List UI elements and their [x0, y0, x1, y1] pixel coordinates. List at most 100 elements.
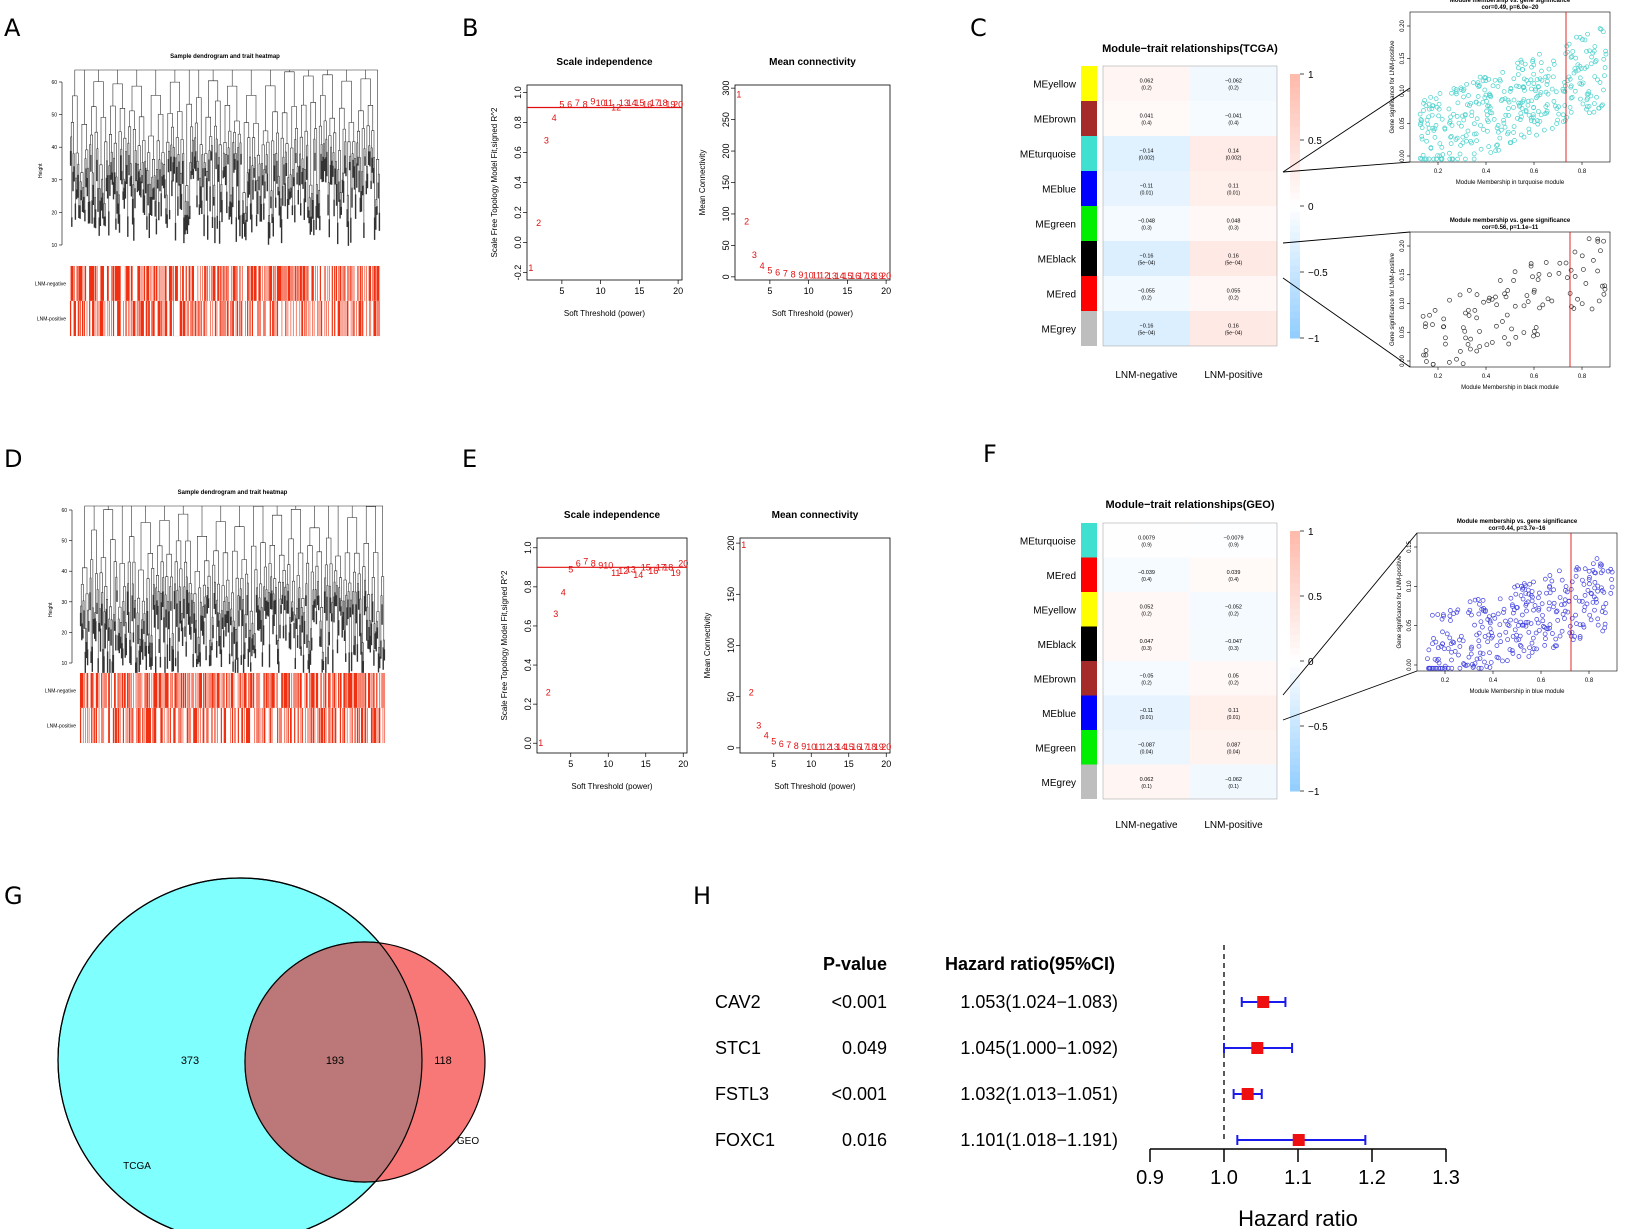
dendrogram-ytick-label: 50	[61, 539, 67, 545]
scatter-point	[1494, 125, 1500, 131]
scatter-point	[1572, 634, 1577, 639]
scatter-point	[1537, 118, 1543, 124]
scatter-point	[1431, 665, 1436, 671]
cell-pvalue: (0.2)	[1228, 86, 1239, 92]
dendrogram-ytick-label: 60	[61, 508, 67, 514]
scatter-point	[1488, 635, 1494, 641]
data-point-label: 5	[559, 100, 564, 110]
scatter-point	[1581, 267, 1586, 272]
scatter-point	[1492, 615, 1498, 621]
plot-frame	[739, 537, 891, 754]
y-tick-label: 0.0	[513, 236, 523, 249]
cell-correlation: −0.047	[1225, 639, 1242, 645]
scatter-xtick-label: 0.2	[1434, 169, 1443, 175]
x-tick-label: 20	[673, 286, 683, 296]
colorbar-step	[1290, 298, 1300, 306]
heatmap-frame	[1102, 65, 1278, 347]
scatter-point	[1526, 126, 1532, 132]
scatter-point	[1554, 106, 1560, 111]
data-point-label: 9	[598, 560, 603, 570]
scatter-point	[1422, 98, 1428, 103]
data-point-label: 8	[591, 558, 596, 568]
module-label: MEturquoise	[1020, 150, 1077, 161]
data-point-label: 1	[741, 540, 746, 550]
scatter-point	[1474, 656, 1480, 662]
scatter-frame	[1409, 231, 1611, 368]
scatter-point	[1458, 143, 1463, 148]
scatter-point	[1530, 635, 1536, 641]
scatter-point	[1525, 98, 1531, 104]
scatter-xtick-label: 0.8	[1585, 678, 1594, 684]
cell-pvalue: (0.2)	[1228, 296, 1239, 302]
scatter-point	[1511, 278, 1516, 283]
colorbar-step	[1290, 583, 1300, 590]
y-tick-label: 0.0	[523, 737, 533, 750]
scatter-point	[1571, 70, 1577, 76]
panel-letter-f: F	[983, 440, 997, 468]
scatter-point	[1495, 84, 1501, 89]
scatter-point	[1551, 587, 1556, 593]
scatter-ytick-label: 0.10	[1400, 297, 1406, 309]
heatmap-cell	[1103, 276, 1190, 311]
scatter-point	[1569, 304, 1574, 310]
heatmap-cell	[1190, 276, 1277, 311]
scatter-point	[1528, 118, 1534, 123]
scatter-point	[1547, 272, 1552, 278]
scatter-point	[1471, 156, 1477, 162]
module-color-swatch	[1081, 276, 1097, 311]
colorbar-step	[1290, 199, 1300, 207]
scatter-point	[1515, 65, 1521, 71]
scatter-point	[1430, 103, 1436, 109]
colorbar-step	[1290, 713, 1300, 720]
cell-correlation: −0.11	[1140, 708, 1154, 714]
cell-pvalue: (0.3)	[1141, 226, 1152, 232]
trait-bars	[70, 266, 380, 301]
data-point-label: 10	[804, 270, 814, 280]
data-point-label: 7	[575, 98, 580, 108]
scatter-point	[1497, 632, 1502, 638]
module-color-swatch	[1081, 523, 1097, 558]
scatter-point	[1526, 629, 1532, 635]
heatmap-cell	[1103, 592, 1190, 627]
scatter-point	[1529, 650, 1535, 655]
scatter-point	[1599, 103, 1604, 109]
scatter-point	[1535, 118, 1540, 123]
data-point-label: 20	[673, 100, 683, 110]
scatter-point	[1477, 329, 1482, 334]
scatter-point	[1478, 619, 1484, 625]
scatter-point	[1601, 291, 1607, 297]
scatter-point	[1543, 89, 1549, 95]
scatter-point	[1595, 616, 1601, 622]
scatter-point	[1469, 113, 1475, 119]
scatter-point	[1579, 301, 1585, 307]
scatter-point	[1590, 50, 1596, 56]
scatter-point	[1549, 86, 1555, 92]
scatter-point	[1484, 99, 1489, 104]
cell-pvalue: (0.9)	[1141, 542, 1152, 548]
data-point-label: 7	[583, 556, 588, 566]
scatter-point	[1543, 74, 1549, 80]
scatter-point	[1544, 108, 1550, 114]
module-color-swatch	[1081, 557, 1097, 592]
scatter-point	[1457, 665, 1463, 671]
scatter-point	[1486, 144, 1492, 149]
scatter-point	[1465, 307, 1471, 313]
scatter-point	[1563, 588, 1568, 593]
trait-label: LNM-negative	[35, 282, 66, 288]
scatter-point	[1475, 597, 1481, 602]
heatmap-cell	[1190, 764, 1277, 799]
scatter-point	[1590, 561, 1596, 567]
scatter-point	[1573, 595, 1579, 600]
scatter-point	[1518, 57, 1524, 63]
scatter-point	[1559, 628, 1565, 634]
scatter-point	[1484, 108, 1489, 114]
forest-hr-text: 1.045(1.000−1.092)	[960, 1038, 1118, 1058]
y-tick-label: 0.4	[513, 176, 523, 189]
module-color-swatch	[1081, 101, 1097, 136]
colorbar-step	[1290, 635, 1300, 642]
scatter-point	[1454, 114, 1460, 119]
forest-xtick-label: 1.1	[1284, 1167, 1312, 1189]
scatter-point	[1478, 665, 1484, 671]
scatter-point	[1438, 643, 1444, 649]
scatter-point	[1531, 607, 1536, 613]
